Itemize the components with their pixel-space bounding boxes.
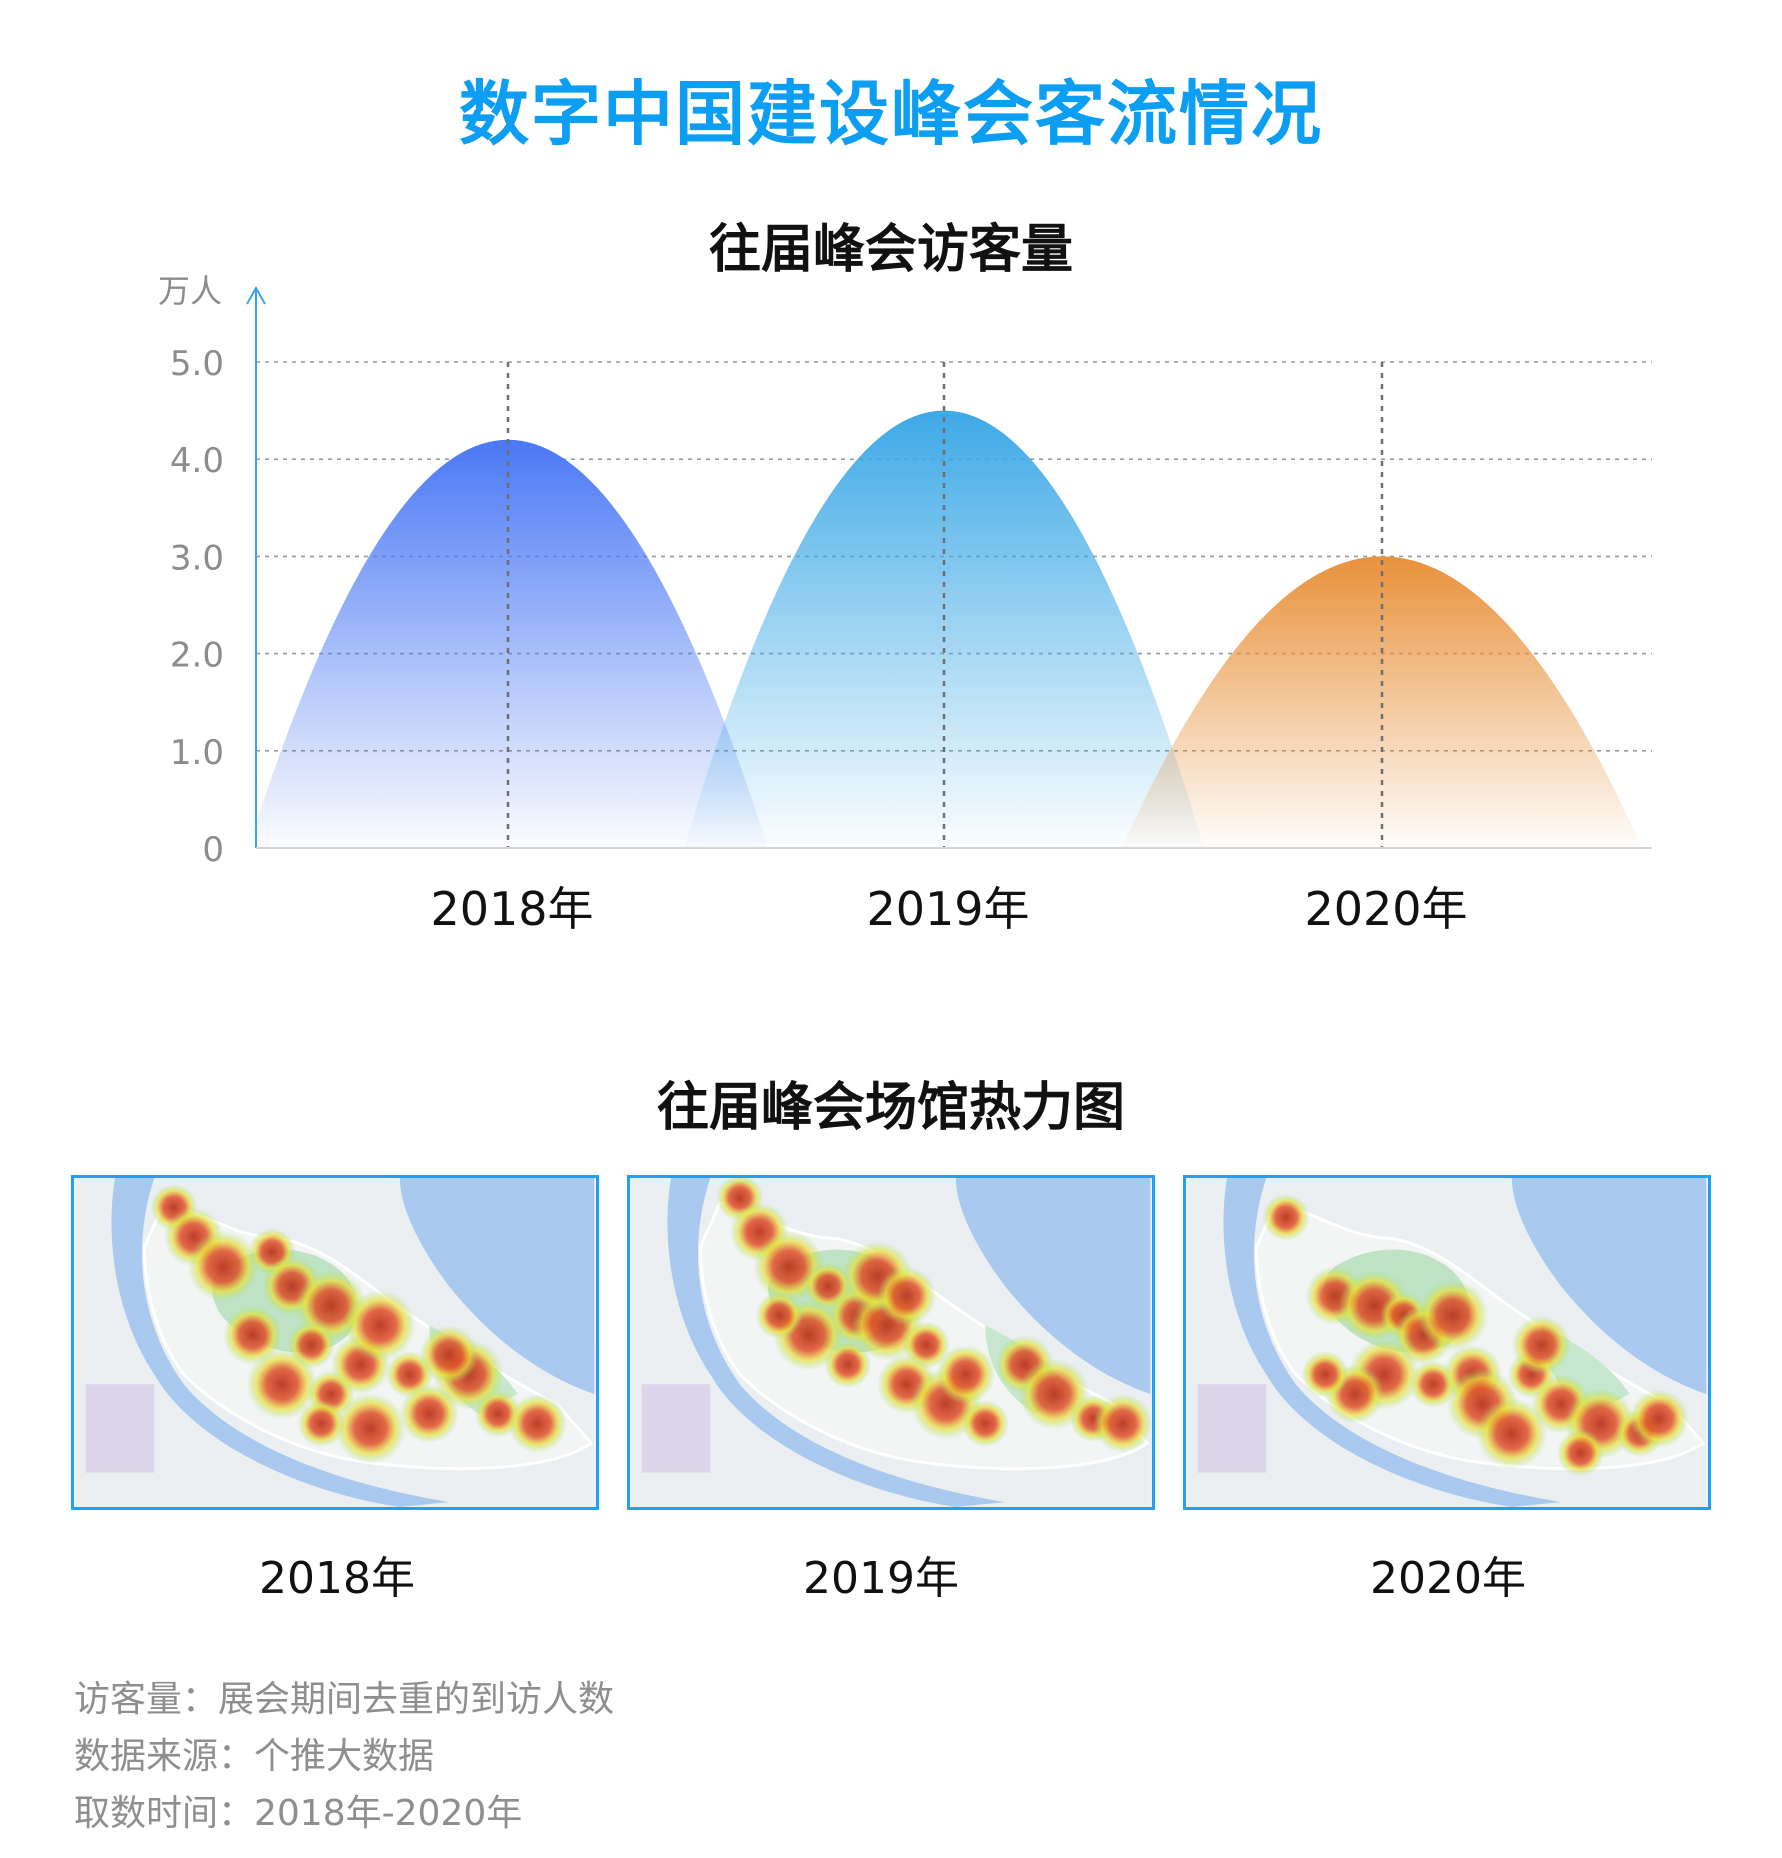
footnote-source: 数据来源：个推大数据 bbox=[74, 1736, 435, 1777]
heat-spot bbox=[419, 1325, 479, 1385]
heatmap-label-2019: 2019年 bbox=[803, 1553, 959, 1604]
heat-spot bbox=[1093, 1394, 1152, 1453]
heat-spot bbox=[1556, 1429, 1605, 1477]
axes bbox=[246, 285, 1652, 849]
heat-spot bbox=[223, 1305, 282, 1365]
y-unit-label: 万人 bbox=[158, 272, 222, 310]
heat-spot bbox=[297, 1399, 345, 1448]
heat-spot bbox=[507, 1394, 567, 1453]
visitor-chart: 0 1.0 2.0 3.0 4.0 5.0 2018年 2019年 2020年 万人 bbox=[158, 272, 1652, 936]
chart-areas bbox=[248, 410, 1642, 848]
heat-spot bbox=[824, 1341, 872, 1389]
x-tick-label: 2020年 bbox=[1304, 882, 1467, 936]
heat-spot bbox=[1511, 1315, 1571, 1375]
y-axis-arrow bbox=[246, 285, 266, 305]
y-tick-label: 1.0 bbox=[170, 733, 224, 773]
axis-labels: 0 1.0 2.0 3.0 4.0 5.0 2018年 2019年 2020年 万人 bbox=[158, 272, 1468, 936]
y-tick-label: 5.0 bbox=[170, 344, 224, 384]
x-tick-label: 2018年 bbox=[430, 882, 593, 936]
footnote-definition: 访客量：展会期间去重的到访人数 bbox=[74, 1679, 615, 1720]
heat-spot bbox=[246, 1348, 318, 1420]
heat-spot bbox=[1301, 1350, 1349, 1398]
heat-spot bbox=[1476, 1397, 1548, 1469]
heat-spot bbox=[1629, 1389, 1689, 1449]
heat-spot bbox=[755, 1291, 803, 1340]
heat-spot bbox=[335, 1393, 406, 1464]
heat-spot bbox=[1417, 1280, 1489, 1351]
footnote-period: 取数时间：2018年-2020年 bbox=[74, 1793, 523, 1834]
area-2020年 bbox=[1122, 556, 1642, 848]
area-2018年 bbox=[248, 439, 768, 848]
heat-spot bbox=[877, 1266, 937, 1326]
heat-spot bbox=[344, 1289, 416, 1361]
heat-spot bbox=[1262, 1193, 1310, 1241]
heat-spot bbox=[187, 1231, 259, 1302]
y-tick-label: 0 bbox=[202, 830, 224, 870]
y-tick-label: 3.0 bbox=[170, 538, 224, 578]
heatmap-title: 往届峰会场馆热力图 bbox=[656, 1078, 1125, 1138]
heat-spot bbox=[961, 1399, 1009, 1448]
chart-title: 往届峰会访客量 bbox=[708, 220, 1073, 280]
y-tick-label: 4.0 bbox=[170, 441, 224, 481]
heatmap-panel-2018 bbox=[71, 1175, 599, 1510]
heatmap-map bbox=[631, 1178, 1152, 1507]
main-title: 数字中国建设峰会客流情况 bbox=[459, 73, 1323, 155]
heatmap-panel-2019 bbox=[627, 1175, 1155, 1510]
category-guides bbox=[506, 362, 1384, 848]
heatmap-panel-2020 bbox=[1183, 1175, 1711, 1510]
heatmap-map bbox=[75, 1178, 595, 1507]
heatmap-map bbox=[1187, 1178, 1707, 1507]
heatmap-label-2018: 2018年 bbox=[259, 1553, 415, 1604]
x-tick-label: 2019年 bbox=[866, 882, 1029, 936]
heat-spot bbox=[936, 1344, 996, 1404]
heatmap-label-2020: 2020年 bbox=[1370, 1553, 1526, 1604]
y-tick-label: 2.0 bbox=[170, 636, 224, 676]
